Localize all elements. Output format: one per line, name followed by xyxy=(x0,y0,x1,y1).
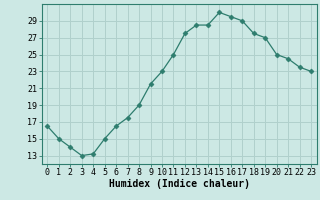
X-axis label: Humidex (Indice chaleur): Humidex (Indice chaleur) xyxy=(109,179,250,189)
